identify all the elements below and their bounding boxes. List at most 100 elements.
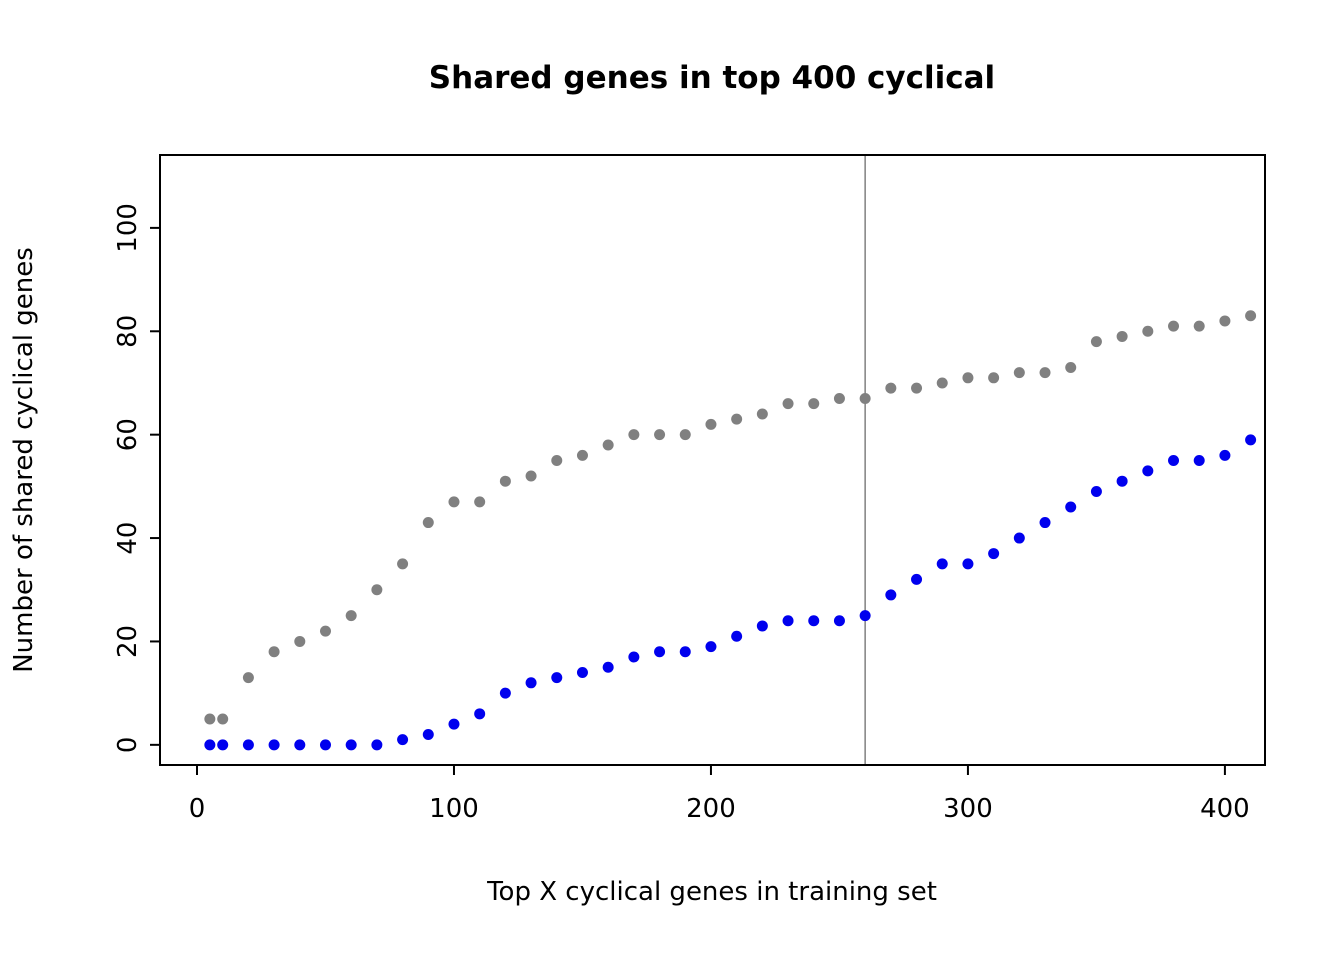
point-blue-series [833, 615, 845, 627]
point-blue-series [345, 739, 357, 751]
point-gray-series [525, 470, 537, 482]
y-tick-label: 0 [113, 737, 143, 754]
x-tick-label: 0 [189, 794, 206, 824]
point-gray-series [422, 517, 434, 529]
x-tick-label: 300 [943, 794, 993, 824]
y-tick-label: 100 [113, 203, 143, 253]
point-blue-series [731, 630, 743, 642]
y-axis-label: Number of shared cyclical genes [9, 247, 39, 673]
point-gray-series [1090, 336, 1102, 348]
x-axis-label: Top X cyclical genes in training set [486, 877, 937, 907]
point-blue-series [885, 589, 897, 601]
point-gray-series [602, 439, 614, 451]
point-blue-series [988, 548, 1000, 560]
point-blue-series [1193, 455, 1205, 467]
point-gray-series [731, 413, 743, 425]
point-blue-series [1013, 532, 1025, 544]
chart-title: Shared genes in top 400 cyclical [429, 60, 995, 96]
point-gray-series [988, 372, 1000, 384]
point-gray-series [1039, 367, 1051, 379]
point-gray-series [1245, 310, 1257, 322]
point-gray-series [371, 584, 383, 596]
point-blue-series [628, 651, 640, 663]
point-gray-series [217, 713, 229, 725]
point-blue-series [859, 610, 871, 622]
point-gray-series [294, 635, 306, 647]
point-blue-series [1168, 455, 1180, 467]
point-blue-series [576, 666, 588, 678]
point-blue-series [1142, 465, 1154, 477]
point-gray-series [885, 382, 897, 394]
point-gray-series [679, 429, 691, 441]
point-gray-series [1116, 330, 1128, 342]
point-gray-series [628, 429, 640, 441]
point-gray-series [268, 646, 280, 658]
point-blue-series [679, 646, 691, 658]
y-tick-label: 60 [113, 418, 143, 451]
point-gray-series [833, 392, 845, 404]
point-gray-series [397, 558, 409, 570]
point-blue-series [808, 615, 820, 627]
point-blue-series [551, 672, 563, 684]
point-gray-series [705, 418, 717, 430]
point-blue-series [1039, 517, 1051, 529]
point-blue-series [525, 677, 537, 689]
point-blue-series [1219, 449, 1231, 461]
y-tick-label: 80 [113, 315, 143, 348]
point-gray-series [911, 382, 923, 394]
point-gray-series [782, 398, 794, 410]
point-gray-series [204, 713, 216, 725]
plot-border [159, 154, 1266, 766]
point-blue-series [911, 573, 923, 585]
point-blue-series [268, 739, 280, 751]
point-blue-series [654, 646, 666, 658]
point-gray-series [576, 449, 588, 461]
point-gray-series [1142, 325, 1154, 337]
point-gray-series [551, 455, 563, 467]
point-gray-series [499, 475, 511, 487]
point-blue-series [294, 739, 306, 751]
y-tick-label: 40 [113, 522, 143, 555]
point-gray-series [808, 398, 820, 410]
point-blue-series [705, 641, 717, 653]
point-blue-series [936, 558, 948, 570]
point-blue-series [371, 739, 383, 751]
point-blue-series [782, 615, 794, 627]
point-gray-series [448, 496, 460, 508]
point-blue-series [474, 708, 486, 720]
point-blue-series [602, 661, 614, 673]
data-points [204, 310, 1257, 751]
point-blue-series [204, 739, 216, 751]
point-blue-series [397, 734, 409, 746]
point-blue-series [242, 739, 254, 751]
point-blue-series [1065, 501, 1077, 513]
x-tick-label: 100 [429, 794, 479, 824]
point-gray-series [936, 377, 948, 389]
point-blue-series [422, 729, 434, 740]
point-gray-series [859, 392, 871, 404]
point-gray-series [345, 610, 357, 622]
point-blue-series [217, 739, 229, 751]
point-gray-series [1168, 320, 1180, 332]
point-blue-series [448, 718, 460, 730]
point-blue-series [1245, 434, 1257, 446]
point-blue-series [319, 739, 331, 751]
point-blue-series [1116, 475, 1128, 487]
point-blue-series [962, 558, 974, 570]
point-gray-series [1013, 367, 1025, 379]
point-gray-series [1193, 320, 1205, 332]
point-blue-series [1090, 486, 1102, 498]
x-tick-label: 200 [686, 794, 736, 824]
point-gray-series [962, 372, 974, 384]
point-gray-series [756, 408, 768, 420]
point-gray-series [1065, 361, 1077, 373]
y-tick-label: 20 [113, 625, 143, 658]
point-gray-series [319, 625, 331, 637]
point-gray-series [242, 672, 254, 684]
axis-ticks: 0 100 200 300 400 0 20 40 60 80 100 [113, 203, 1250, 824]
point-blue-series [499, 687, 511, 699]
x-tick-label: 400 [1200, 794, 1250, 824]
point-gray-series [1219, 315, 1231, 327]
